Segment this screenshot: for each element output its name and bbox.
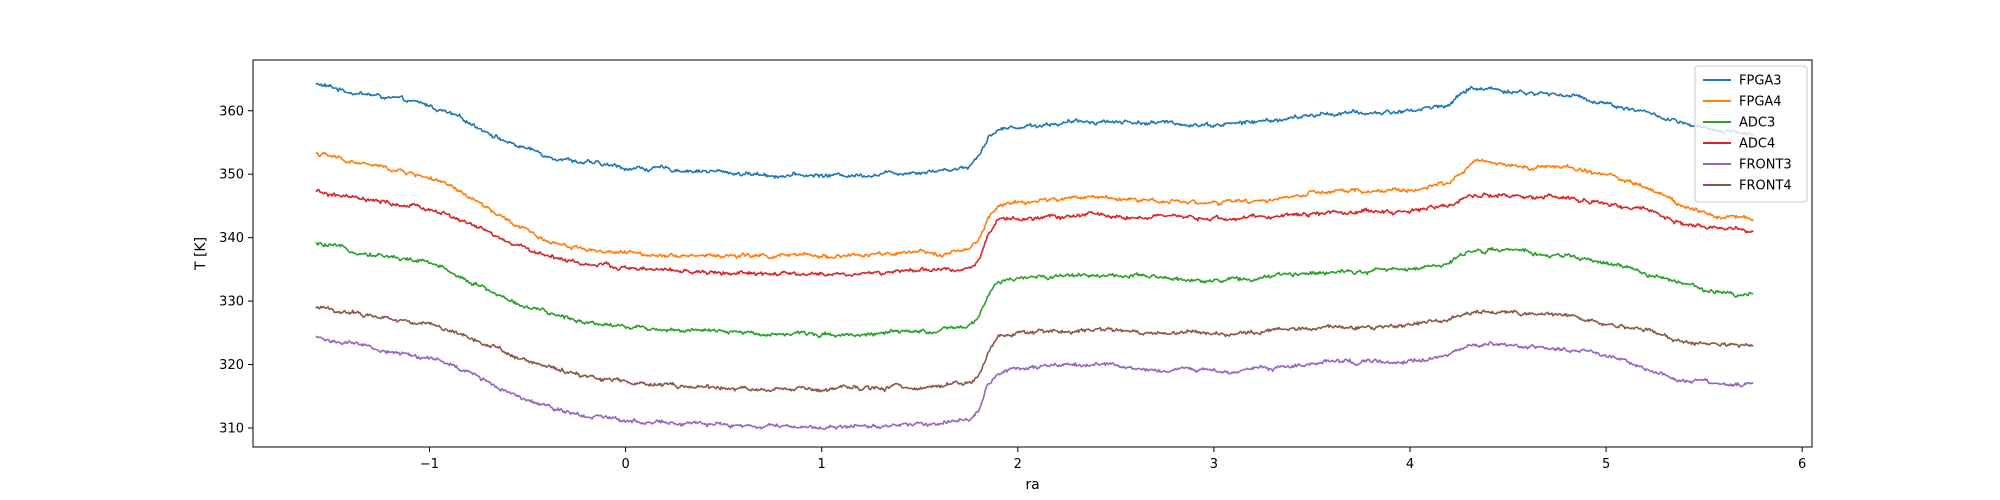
x-tick-label: 2 xyxy=(1014,457,1022,472)
y-axis-label: T [K] xyxy=(193,237,209,271)
x-tick-label: 1 xyxy=(818,457,826,472)
series-line-front3 xyxy=(315,335,1754,431)
y-tick-label: 330 xyxy=(219,295,244,310)
legend-label-fpga4: FPGA4 xyxy=(1739,95,1782,110)
legend-label-front4: FRONT4 xyxy=(1739,179,1792,194)
series-line-adc3 xyxy=(315,242,1754,339)
legend-label-adc4: ADC4 xyxy=(1739,137,1775,152)
y-tick-label: 320 xyxy=(219,358,244,373)
x-axis-label: ra xyxy=(1025,477,1039,493)
series-line-front4 xyxy=(315,305,1754,393)
y-tick-label: 360 xyxy=(219,104,244,119)
series-layer xyxy=(315,82,1754,431)
x-tick-label: 4 xyxy=(1406,457,1414,472)
legend-label-front3: FRONT3 xyxy=(1739,158,1792,173)
series-line-fpga4 xyxy=(315,151,1754,260)
x-tick-label: 5 xyxy=(1602,457,1610,472)
y-tick-label: 310 xyxy=(219,421,244,436)
series-line-fpga3 xyxy=(315,82,1754,179)
y-axis: 310 320 330 340 350 360 xyxy=(219,104,253,436)
legend-label-adc3: ADC3 xyxy=(1739,116,1775,131)
x-tick-label: 6 xyxy=(1798,457,1806,472)
series-line-adc4 xyxy=(315,188,1754,277)
x-tick-label: 0 xyxy=(621,457,629,472)
y-tick-label: 340 xyxy=(219,231,244,246)
x-axis: −1 0 1 2 3 4 5 6 xyxy=(420,447,1806,472)
legend: FPGA3 FPGA4 ADC3 ADC4 FRONT3 FRONT4 xyxy=(1694,65,1808,203)
legend-label-fpga3: FPGA3 xyxy=(1739,74,1782,89)
y-tick-label: 350 xyxy=(219,168,244,183)
x-tick-label: −1 xyxy=(420,457,439,472)
plot-area-frame xyxy=(252,59,1813,448)
x-tick-label: 3 xyxy=(1210,457,1218,472)
